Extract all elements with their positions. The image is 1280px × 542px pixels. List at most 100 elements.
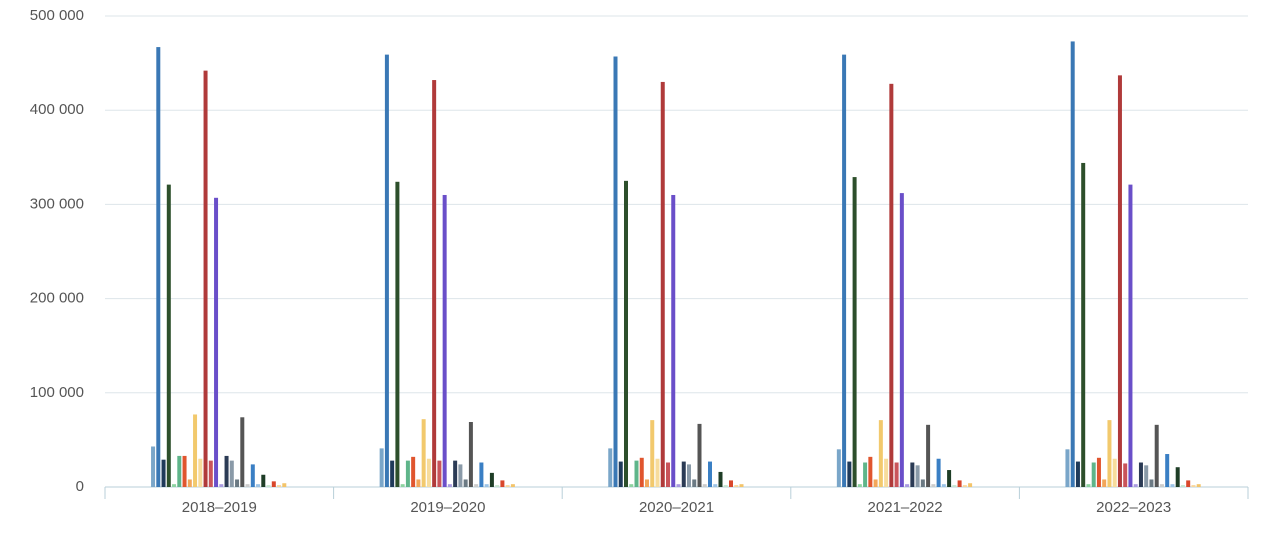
y-tick-label: 300 000 [30,195,84,212]
bar [182,455,187,487]
bar [208,460,213,487]
bar [437,460,442,487]
bar [261,474,266,487]
bar [613,56,618,487]
x-tick-label: 2018–2019 [182,499,257,516]
bar [1096,457,1101,487]
x-tick-label: 2022–2023 [1096,499,1171,516]
bar [713,484,718,487]
bar [1149,479,1154,487]
bar [952,485,957,487]
bar [1107,420,1112,487]
bar [416,479,421,487]
bar [920,479,925,487]
bar [729,480,733,487]
bar [687,464,691,487]
bar [1165,454,1170,487]
x-tick-label: 2020–2021 [639,499,714,516]
bar [847,461,852,487]
bar [453,460,458,487]
bar [235,479,240,487]
bar [936,458,941,487]
bar [1191,485,1196,487]
bar [1180,485,1185,487]
bar [271,481,276,487]
bar [219,484,224,487]
bar [968,483,973,487]
bar [198,458,203,487]
bar [1081,162,1086,487]
bar [468,422,473,487]
bar [505,485,510,487]
bar [634,460,639,487]
bar [624,180,628,487]
bar [618,461,623,487]
bar [608,448,613,487]
bar [1175,467,1180,487]
bar [1086,484,1091,487]
bar [458,464,463,487]
y-tick-label: 200 000 [30,290,84,307]
bar [926,424,931,487]
bar [277,485,282,487]
bar [250,464,255,487]
bar [203,70,208,488]
x-tick-label: 2021–2022 [868,499,943,516]
bar [400,484,405,487]
y-tick-label: 500 000 [30,7,84,24]
bar [500,480,505,487]
bar [947,470,952,487]
bar [1075,461,1080,487]
bar [739,484,744,487]
bar [177,455,182,487]
bar [405,460,410,487]
bar [1133,484,1138,487]
bar [151,446,156,487]
bar [941,484,946,487]
bar [836,449,841,487]
bar [421,419,426,487]
bar [495,485,500,487]
bar [442,194,447,488]
bar [463,479,468,487]
bar [1112,458,1117,487]
bar [1186,480,1191,487]
bar [156,47,161,487]
bar [510,484,515,487]
y-tick-label: 400 000 [30,101,84,118]
bar [187,479,192,487]
bar [1159,484,1164,487]
bar [432,80,437,487]
bar [962,485,967,487]
bar [655,458,660,487]
bar [931,484,936,487]
bar [857,484,862,487]
bar [645,479,649,487]
bar [384,54,389,487]
bar [282,483,287,487]
bar [889,83,894,487]
bar [229,460,234,487]
bar [426,458,431,487]
bar [484,484,489,487]
bar [910,462,915,487]
bar [842,54,847,487]
bar [245,484,250,487]
bar [692,479,697,487]
bar [1196,484,1201,487]
bar [172,484,177,487]
bar [224,455,229,487]
bar [1154,424,1159,487]
bar [718,471,723,487]
bar [681,461,686,487]
bar [639,457,644,487]
bar [390,460,395,487]
bar [915,465,920,487]
bar [852,177,857,487]
bar [489,472,494,487]
bar [1144,465,1149,487]
bar [166,184,171,488]
bar [1138,462,1143,487]
x-tick-label: 2019–2020 [410,499,485,516]
